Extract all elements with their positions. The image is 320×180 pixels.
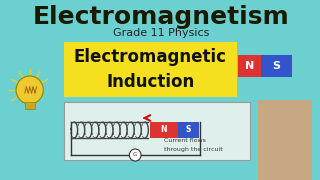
Bar — [64, 102, 251, 160]
Text: Electromagnetic: Electromagnetic — [74, 48, 227, 66]
Text: Current flows: Current flows — [164, 138, 206, 143]
Text: through the circuit: through the circuit — [164, 147, 223, 152]
Text: Electromagnetism: Electromagnetism — [33, 5, 289, 29]
Bar — [64, 42, 237, 97]
Text: N: N — [245, 61, 254, 71]
Text: Induction: Induction — [106, 73, 195, 91]
Bar — [150, 122, 178, 138]
Bar — [258, 100, 312, 180]
Circle shape — [16, 76, 43, 104]
Circle shape — [129, 149, 141, 161]
Text: S: S — [186, 125, 191, 134]
Bar — [178, 122, 199, 138]
Text: S: S — [273, 61, 281, 71]
Bar — [238, 55, 261, 77]
Bar — [261, 55, 292, 77]
Text: N: N — [161, 125, 167, 134]
Text: G: G — [133, 152, 137, 158]
Text: Grade 11 Physics: Grade 11 Physics — [113, 28, 209, 38]
Bar — [25, 102, 35, 109]
